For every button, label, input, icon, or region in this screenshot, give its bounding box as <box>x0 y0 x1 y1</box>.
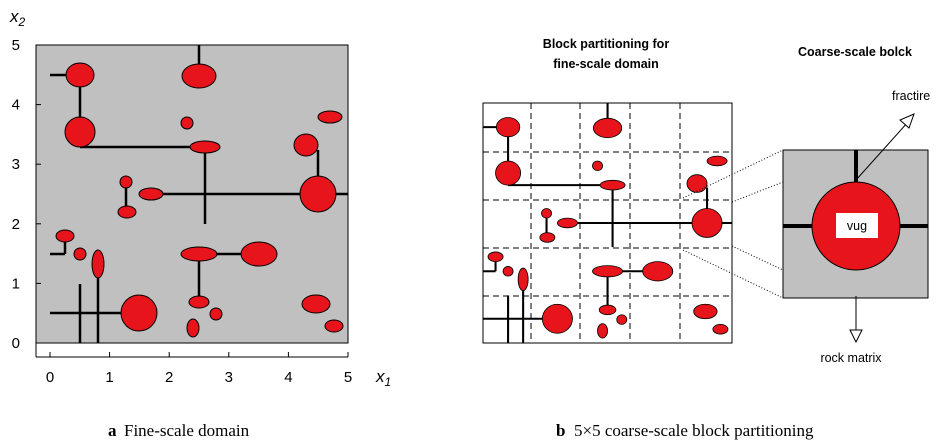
caption-letter: b <box>556 421 565 440</box>
y-tick-label: 3 <box>12 156 20 173</box>
vug-label: vug <box>847 219 867 233</box>
x-tick-label: 1 <box>105 369 113 386</box>
x-tick-label: 0 <box>46 369 54 386</box>
matrix-label: rock matrix <box>820 351 882 365</box>
caption: Fine-scale domain <box>124 421 250 440</box>
x-tick-label: 4 <box>284 369 292 386</box>
figure: 012345 012345 x1 x2 a Fine-scale domain … <box>0 0 942 443</box>
y-tick-label: 0 <box>12 335 20 352</box>
y-tick-label: 1 <box>12 275 20 292</box>
partitioned-domain <box>483 103 732 343</box>
title: fine-scale domain <box>553 57 659 71</box>
y-tick-label: 5 <box>12 37 20 54</box>
y-axis-label: x2 <box>9 7 26 29</box>
x-tick-label: 2 <box>165 369 173 386</box>
x-axis-label: x1 <box>375 367 391 389</box>
title: Block partitioning for <box>543 37 670 51</box>
block-title: Coarse-scale bolck <box>798 45 912 59</box>
y-tick-label: 2 <box>12 216 20 233</box>
x-tick-label: 5 <box>344 369 352 386</box>
x-tick-label: 3 <box>225 369 233 386</box>
caption: 5×5 coarse-scale block partitioning <box>574 421 814 440</box>
y-tick-label: 4 <box>12 97 20 114</box>
fracture-label: fractire <box>892 89 930 103</box>
caption-letter: a <box>108 421 117 440</box>
